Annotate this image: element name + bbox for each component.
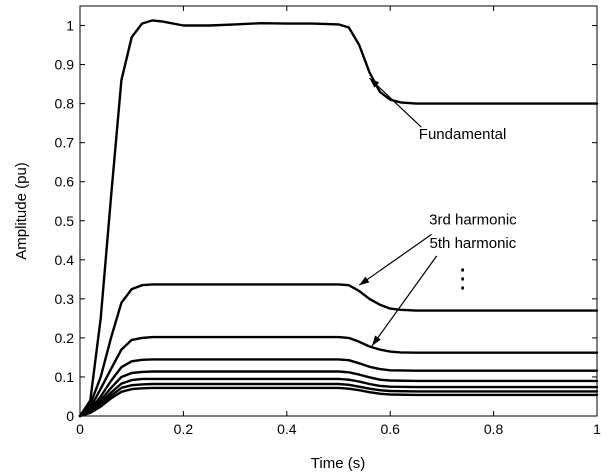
- y-tick-label: 0: [66, 408, 74, 424]
- annotation-arrowhead-h5: [372, 335, 381, 346]
- y-tick-label: 0.9: [55, 57, 75, 73]
- series-line-fundamental: [78, 19, 599, 418]
- y-tick-label: 0.4: [55, 252, 75, 268]
- series-line-h11: [78, 377, 599, 418]
- x-tick-label: 0.8: [484, 421, 504, 437]
- y-tick-label: 0.5: [55, 213, 75, 229]
- annotation-arrow-h5: [371, 255, 438, 347]
- y-tick-label: 0.8: [55, 96, 75, 112]
- series-line-h5: [78, 335, 599, 418]
- annotation-arrow-fundamental: [369, 77, 422, 128]
- x-tick-label: 0: [76, 421, 84, 437]
- y-tick-label: 0.2: [55, 330, 75, 346]
- annotation-arrowhead-fundamental: [369, 78, 380, 88]
- ellipsis-marker: ⋮: [450, 263, 476, 293]
- x-tick-label: 0.6: [380, 421, 400, 437]
- x-tick-label: 1: [593, 421, 601, 437]
- series-line-h9: [78, 370, 599, 418]
- annotation-layer: Fundamental 3rd harmonic 5th harmonic ⋮: [358, 77, 517, 347]
- y-tick-label: 0.1: [55, 369, 75, 385]
- ticks-layer: 0 0.2 0.4 0.6 0.8 1 0 0.1 0.2 0.3 0.4 0.5 0.6 0.7 0.8 0…: [55, 6, 601, 437]
- annotation-label-h3: 3rd harmonic: [429, 212, 517, 229]
- series-line-h7: [78, 358, 599, 418]
- y-tick-label: 1: [66, 18, 74, 34]
- series-line-h13: [78, 382, 599, 418]
- series-line-h3: [78, 283, 599, 418]
- annotation-label-h5: 5th harmonic: [430, 235, 517, 252]
- annotation-arrowhead-h3: [359, 276, 370, 286]
- y-axis-label: Amplitude (pu): [13, 162, 30, 260]
- plot-frame: [79, 5, 598, 417]
- y-tick-label: 0.3: [55, 291, 75, 307]
- annotation-arrow-h3: [358, 233, 432, 286]
- x-tick-label: 0.4: [277, 421, 297, 437]
- series-layer: [78, 19, 599, 418]
- series-line-h15: [78, 386, 599, 418]
- annotation-label-fundamental: Fundamental: [419, 126, 507, 143]
- y-tick-label: 0.7: [55, 135, 75, 151]
- x-tick-label: 0.2: [174, 421, 194, 437]
- x-axis-label: Time (s): [311, 455, 365, 472]
- y-tick-label: 0.6: [55, 174, 75, 190]
